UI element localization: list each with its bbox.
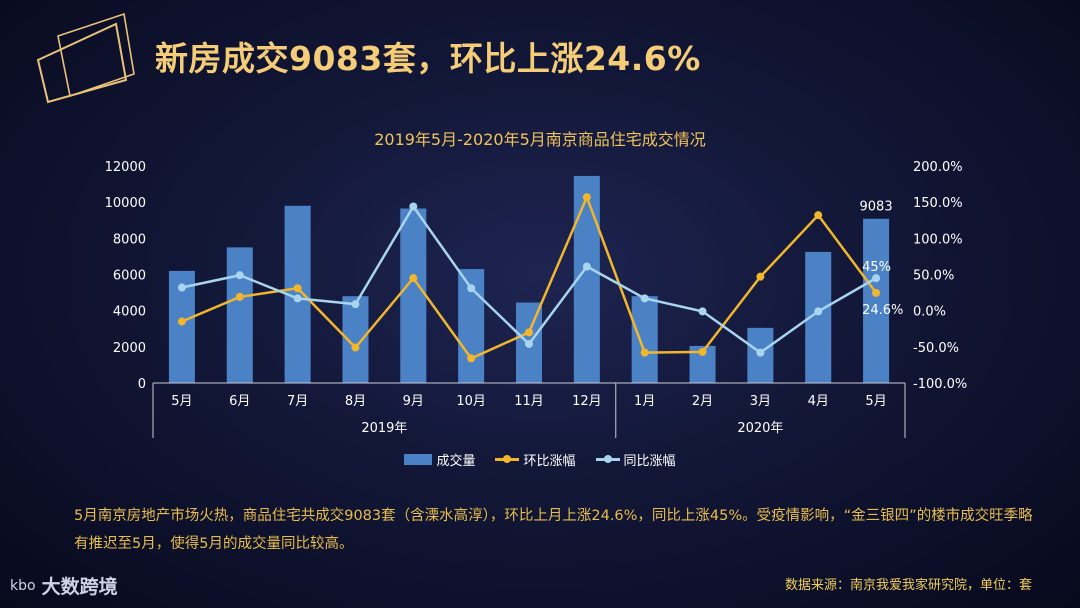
chart-title: 2019年5月-2020年5月南京商品住宅成交情况 — [374, 130, 706, 149]
bar-volume — [226, 247, 253, 383]
right-axis-tick-label: 0.0% — [913, 305, 946, 320]
bar-volume — [400, 208, 427, 383]
x-tick-label: 11月 — [514, 394, 544, 409]
yoy-point — [293, 294, 302, 303]
yoy-point — [409, 202, 418, 211]
x-group-label: 2020年 — [737, 421, 783, 436]
mom-point — [409, 274, 418, 283]
x-tick-label: 3月 — [750, 394, 771, 409]
x-tick-label: 5月 — [171, 394, 192, 409]
mom-point — [525, 328, 533, 337]
data-label-volume: 9083 — [860, 200, 893, 215]
mom-point — [293, 284, 302, 293]
x-tick-label: 9月 — [403, 394, 424, 409]
left-axis-tick-label: 2000 — [113, 341, 146, 356]
brand-mark-icon: kbo — [10, 577, 36, 594]
x-tick-label: 10月 — [456, 394, 486, 409]
combo-chart: 0 2000 4000 6000 8000 10000 12000 -100.0% -50.0%… — [105, 160, 967, 438]
mom-point — [582, 193, 591, 202]
legend-bar-swatch — [404, 454, 433, 465]
yoy-point — [351, 300, 360, 309]
right-axis-tick-label: 100.0% — [913, 232, 963, 247]
legend-mom-swatch — [495, 455, 520, 463]
x-tick-label: 1月 — [634, 394, 655, 409]
yoy-point — [177, 283, 186, 292]
legend-label-mom: 环比涨幅 — [523, 454, 576, 469]
yoy-point — [582, 262, 591, 271]
mom-point — [467, 354, 476, 363]
bar-volume — [863, 218, 890, 383]
x-tick-label: 5月 — [865, 394, 886, 409]
mom-point — [177, 317, 186, 326]
x-tick-label: 12月 — [572, 394, 602, 409]
mom-point — [756, 272, 765, 281]
mom-point — [640, 348, 649, 357]
right-axis-tick-label: 200.0% — [913, 160, 963, 175]
bar-volume — [631, 296, 658, 383]
chart-legend: 成交量 环比涨幅 同比涨幅 — [0, 450, 1080, 469]
right-axis-tick-label: -100.0% — [913, 377, 967, 392]
mom-point — [872, 288, 881, 297]
left-axis-tick-label: 10000 — [105, 196, 146, 211]
legend-yoy-swatch — [595, 455, 620, 463]
left-axis-tick-label: 0 — [138, 377, 146, 392]
brand-logo: kbo 大数跨境 — [10, 572, 118, 599]
yoy-point — [640, 294, 649, 303]
x-tick-label: 8月 — [345, 394, 366, 409]
yoy-point — [756, 348, 765, 357]
x-tick-label: 4月 — [808, 394, 829, 409]
legend-label-yoy: 同比涨幅 — [623, 454, 676, 469]
left-axis-tick-label: 4000 — [113, 305, 146, 320]
legend-item-mom: 环比涨幅 — [495, 450, 576, 469]
page-title: 新房成交9083套，环比上涨24.6% — [155, 39, 701, 78]
yoy-point — [872, 274, 881, 283]
left-axis-tick-label: 12000 — [105, 160, 146, 175]
yoy-point — [467, 284, 476, 293]
yoy-point — [235, 271, 244, 280]
logo-frame-icon — [36, 12, 135, 104]
mom-point — [698, 347, 707, 356]
data-label-mom: 24.6% — [862, 303, 903, 318]
brand-name: 大数跨境 — [41, 576, 118, 598]
x-tick-label: 2月 — [692, 394, 713, 409]
left-axis-tick-label: 8000 — [113, 232, 146, 247]
right-axis-tick-label: 50.0% — [913, 269, 954, 284]
x-group-label: 2019年 — [361, 421, 407, 436]
data-label-yoy: 45% — [862, 260, 891, 275]
right-axis-tick-label: -50.0% — [913, 341, 959, 356]
mom-point — [351, 343, 360, 352]
x-tick-label: 6月 — [229, 394, 250, 409]
legend-item-yoy: 同比涨幅 — [595, 450, 676, 469]
yoy-point — [814, 307, 823, 316]
legend-label-volume: 成交量 — [436, 454, 476, 469]
yoy-point — [698, 307, 707, 316]
right-axis-tick-label: 150.0% — [913, 196, 963, 211]
mom-point — [235, 292, 244, 301]
summary-text: 5月南京房地产市场火热，商品住宅共成交9083套（含溧水高淳），环比上月上涨24… — [74, 508, 1033, 552]
x-tick-label: 7月 — [287, 394, 308, 409]
legend-item-volume: 成交量 — [404, 450, 475, 469]
data-source: 数据来源：南京我爱我家研究院，单位：套 — [784, 578, 1032, 593]
mom-point — [814, 211, 823, 220]
left-axis-tick-label: 6000 — [113, 269, 146, 284]
yoy-point — [525, 339, 533, 348]
